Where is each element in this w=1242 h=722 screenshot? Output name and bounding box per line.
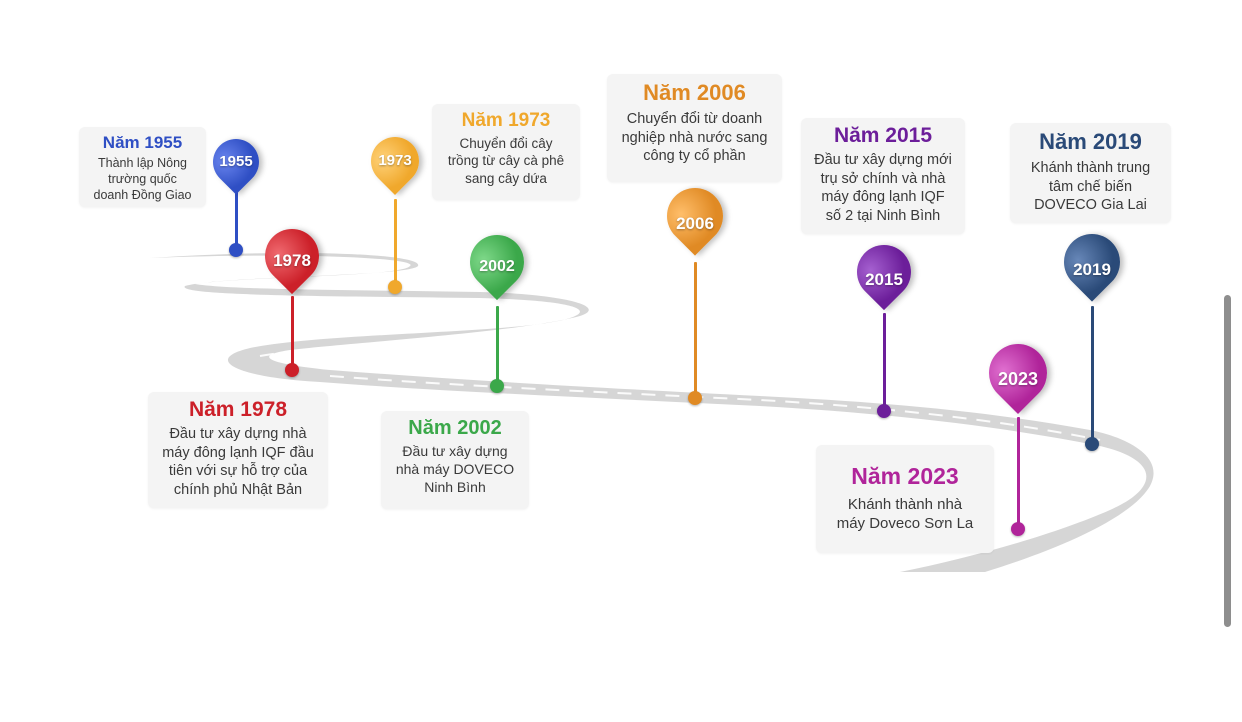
milestone-1955-stem bbox=[234, 184, 238, 250]
milestone-2015-card: Năm 2015 Đầu tư xây dựng mới trụ sở chín… bbox=[801, 118, 965, 234]
milestone-2015-dot bbox=[877, 404, 891, 418]
milestone-1978-stem bbox=[290, 296, 294, 370]
milestone-2006-pin-label: 2006 bbox=[676, 214, 714, 233]
milestone-2023-desc-line-1: Khánh thành nhà bbox=[847, 496, 963, 513]
vertical-scrollbar[interactable] bbox=[1224, 295, 1231, 627]
milestone-2019-marker: 2019 bbox=[1052, 222, 1132, 451]
milestone-2023-stem bbox=[1016, 417, 1020, 529]
milestone-2019-pin-label: 2019 bbox=[1073, 260, 1111, 279]
milestone-1973-marker: 1973 bbox=[361, 127, 429, 294]
milestone-2023-card: Năm 2023 Khánh thành nhà máy Doveco Sơn … bbox=[816, 445, 994, 553]
milestone-2006-stem bbox=[693, 262, 697, 398]
milestone-2019-desc-line-3: DOVECO Gia Lai bbox=[1034, 197, 1147, 214]
milestone-1955-desc-line-3: doanh Đồng Giao bbox=[93, 188, 192, 202]
milestone-1973-desc-line-2: trồng từ cây cà phê bbox=[447, 153, 565, 169]
milestone-1955-title: Năm 1955 bbox=[102, 133, 183, 152]
milestone-2019-dot bbox=[1085, 437, 1099, 451]
milestone-1955-desc-line-1: Thành lập Nông bbox=[98, 156, 187, 170]
milestone-1978-card: Năm 1978 Đầu tư xây dựng nhà máy đông lạ… bbox=[148, 392, 328, 508]
milestone-2006-desc-line-3: công ty cổ phần bbox=[643, 148, 746, 165]
milestone-1973-dot bbox=[388, 280, 402, 294]
milestone-2015-pin-label: 2015 bbox=[865, 270, 903, 289]
milestone-2006-marker: 2006 bbox=[655, 176, 735, 405]
milestone-1955-pin-label: 1955 bbox=[219, 153, 253, 170]
milestone-2019-title: Năm 2019 bbox=[1039, 129, 1142, 154]
milestone-2019-stem bbox=[1090, 306, 1094, 444]
milestone-2006-title: Năm 2006 bbox=[643, 80, 746, 105]
milestone-1978-marker: 1978 bbox=[253, 217, 331, 377]
milestone-2006-desc-line-2: nghiệp nhà nước sang bbox=[621, 129, 768, 146]
milestone-2015-desc-line-1: Đầu tư xây dựng mới bbox=[814, 152, 952, 168]
milestone-2019-desc-line-1: Khánh thành trung bbox=[1030, 160, 1151, 176]
milestone-2002-desc-line-3: Ninh Bình bbox=[424, 478, 486, 495]
milestone-2015-desc-line-4: số 2 tại Ninh Bình bbox=[825, 207, 941, 224]
milestone-2019-desc-line-2: tâm chế biến bbox=[1048, 178, 1133, 195]
milestone-2023-pin-label: 2023 bbox=[997, 369, 1039, 389]
milestone-2023-desc-line-2: máy Doveco Sơn La bbox=[836, 515, 974, 533]
milestone-2023-title: Năm 2023 bbox=[851, 463, 959, 489]
milestone-1978-dot bbox=[285, 363, 299, 377]
milestone-2002-marker: 2002 bbox=[458, 223, 536, 393]
milestone-1978-desc-line-2: máy đông lạnh IQF đầu bbox=[162, 444, 314, 461]
milestone-1978-desc-line-3: tiên với sự hỗ trợ của bbox=[168, 463, 308, 480]
milestone-2002-pin-label: 2002 bbox=[479, 258, 515, 275]
milestone-1973-title: Năm 1973 bbox=[461, 110, 551, 131]
milestone-2015-marker: 2015 bbox=[845, 233, 923, 418]
milestone-2002-card: Năm 2002 Đầu tư xây dựng nhà máy DOVECO … bbox=[381, 411, 529, 509]
milestone-2015-desc-line-2: trụ sở chính và nhà bbox=[820, 170, 946, 187]
milestone-2002-dot bbox=[490, 379, 504, 393]
milestone-1978-title: Năm 1978 bbox=[188, 398, 288, 421]
milestone-2015-desc-line-3: máy đông lạnh IQF bbox=[821, 189, 945, 206]
milestone-1973-pin-label: 1973 bbox=[378, 152, 412, 169]
milestone-2019-card: Năm 2019 Khánh thành trung tâm chế biến … bbox=[1010, 123, 1171, 223]
milestone-1955-card: Năm 1955 Thành lập Nông trường quốc doan… bbox=[79, 127, 206, 207]
milestone-2006-desc-line-1: Chuyển đổi từ doanh bbox=[626, 111, 763, 127]
milestone-1978-pin-label: 1978 bbox=[273, 251, 311, 270]
milestone-2006-dot bbox=[688, 391, 702, 405]
milestone-1978-desc-line-1: Đầu tư xây dựng nhà bbox=[169, 426, 307, 442]
milestone-1955-dot bbox=[229, 243, 243, 257]
milestone-2002-stem bbox=[495, 306, 499, 386]
milestone-2015-title: Năm 2015 bbox=[833, 124, 933, 147]
milestone-2002-title: Năm 2002 bbox=[408, 417, 502, 439]
milestone-1973-desc-line-3: sang cây dứa bbox=[465, 170, 547, 186]
milestone-2015-stem bbox=[882, 313, 886, 411]
milestone-1973-desc-line-1: Chuyển đổi cây bbox=[459, 136, 553, 151]
milestone-2006-card: Năm 2006 Chuyển đổi từ doanh nghiệp nhà … bbox=[607, 74, 782, 182]
milestone-2002-desc-line-2: nhà máy DOVECO bbox=[395, 460, 515, 477]
milestone-2002-desc-line-1: Đầu tư xây dựng bbox=[402, 443, 508, 459]
milestone-1973-card: Năm 1973 Chuyển đổi cây trồng từ cây cà … bbox=[432, 104, 580, 200]
milestone-1955-marker: 1955 bbox=[203, 129, 269, 257]
milestone-2023-marker: 2023 bbox=[976, 331, 1060, 536]
milestone-2023-dot bbox=[1011, 522, 1025, 536]
milestone-1973-stem bbox=[393, 199, 397, 287]
milestone-1955-desc-line-2: trường quốc bbox=[108, 172, 177, 186]
milestone-1978-desc-line-4: chính phủ Nhật Bản bbox=[173, 481, 303, 498]
